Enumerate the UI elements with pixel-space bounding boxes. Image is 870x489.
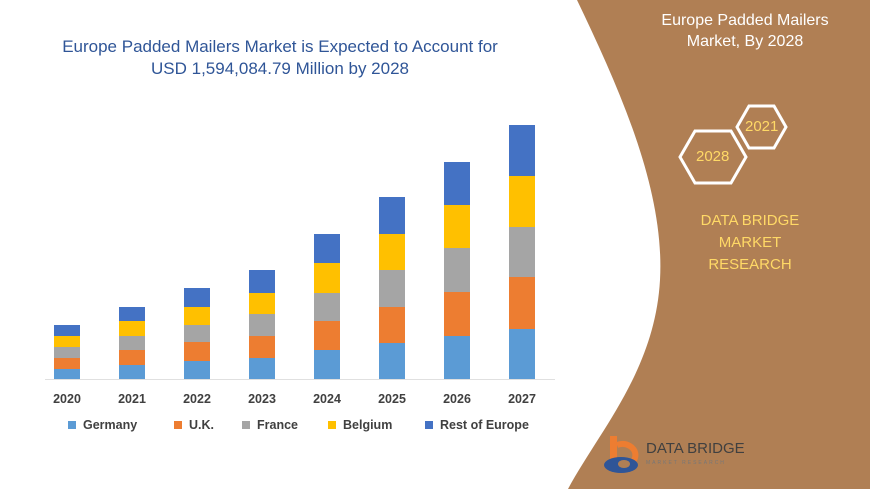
legend-label: Rest of Europe (440, 418, 529, 432)
legend-swatch (242, 421, 250, 429)
bar-segment-2020-germany (54, 369, 80, 379)
brand-line-2: RESEARCH (708, 256, 792, 273)
bar-segment-2021-belgium (119, 321, 145, 336)
bar-segment-2021-germany (119, 365, 145, 379)
x-tick-label: 2022 (183, 392, 211, 406)
bar-segment-2021-france (119, 336, 145, 350)
bar-segment-2027-france (509, 227, 535, 277)
bar-segment-2020-france (54, 347, 80, 358)
legend-swatch (174, 421, 182, 429)
bar-segment-2024-germany (314, 350, 340, 379)
bar-segment-2020-belgium (54, 336, 80, 347)
bar-segment-2023-belgium (249, 293, 275, 314)
side-title-line-2: Market, By 2028 (686, 33, 804, 50)
x-tick-label: 2025 (378, 392, 406, 406)
x-tick-label: 2021 (118, 392, 146, 406)
x-tick-label: 2027 (508, 392, 536, 406)
brand-line-1: DATA BRIDGE MARKET (700, 212, 800, 251)
bar-segment-2023-germany (249, 358, 275, 379)
x-tick-label: 2026 (443, 392, 471, 406)
legend-item: Germany (68, 418, 137, 432)
chart-headline: Europe Padded Mailers Market is Expected… (40, 36, 520, 80)
bar-segment-2024-rest-of-europe (314, 234, 340, 263)
bar-segment-2026-france (444, 248, 470, 292)
logo-subtext: MARKET RESEARCH (646, 460, 726, 466)
bar-segment-2022-u-k- (184, 342, 210, 361)
legend-swatch (425, 421, 433, 429)
hex-2021-outline (735, 104, 788, 150)
legend-label: Belgium (343, 418, 393, 432)
legend-item: Rest of Europe (425, 418, 529, 432)
side-panel-title: Europe Padded Mailers Market, By 2028 (640, 10, 850, 52)
bar-segment-2027-u-k- (509, 277, 535, 329)
x-tick-label: 2020 (53, 392, 81, 406)
headline-line-1: Europe Padded Mailers Market is Expected… (62, 37, 498, 56)
legend-item: U.K. (174, 418, 214, 432)
bar-segment-2022-rest-of-europe (184, 288, 210, 307)
legend-item: Belgium (328, 418, 392, 432)
hex-label-2028: 2028 (696, 148, 730, 165)
bar-segment-2025-rest-of-europe (379, 197, 405, 234)
bar-segment-2026-u-k- (444, 292, 470, 336)
bar-segment-2027-germany (509, 329, 535, 379)
bar-segment-2025-belgium (379, 234, 405, 270)
legend-swatch (328, 421, 336, 429)
bar-segment-2024-u-k- (314, 321, 340, 350)
bar-segment-2025-u-k- (379, 307, 405, 343)
bar-segment-2021-u-k- (119, 350, 145, 365)
bar-segment-2023-france (249, 314, 275, 336)
legend-label: Germany (83, 418, 138, 432)
side-panel-shape (568, 0, 870, 489)
hex-label-2021: 2021 (745, 118, 779, 135)
legend-label: France (257, 418, 298, 432)
bar-segment-2024-france (314, 293, 340, 321)
bar-segment-2026-germany (444, 336, 470, 379)
x-tick-label: 2023 (248, 392, 276, 406)
bar-segment-2027-belgium (509, 176, 535, 227)
brand-name: DATA BRIDGE MARKET RESEARCH (670, 210, 830, 276)
bar-segment-2022-france (184, 325, 210, 342)
legend-swatch (68, 421, 76, 429)
bar-segment-2021-rest-of-europe (119, 307, 145, 321)
data-bridge-logo-icon (604, 436, 639, 473)
bar-segment-2020-u-k- (54, 358, 80, 369)
bar-segment-2023-rest-of-europe (249, 270, 275, 293)
legend-item: France (242, 418, 298, 432)
side-title-line-1: Europe Padded Mailers (661, 12, 829, 29)
logo-text: DATA BRIDGE (646, 440, 745, 457)
bar-segment-2026-rest-of-europe (444, 162, 470, 205)
bar-segment-2024-belgium (314, 263, 340, 293)
bar-segment-2025-france (379, 270, 405, 307)
headline-line-2: USD 1,594,084.79 Million by 2028 (151, 59, 409, 78)
bar-segment-2025-germany (379, 343, 405, 379)
bar-segment-2027-rest-of-europe (509, 125, 535, 176)
legend-label: U.K. (189, 418, 214, 432)
x-tick-label: 2024 (313, 392, 341, 406)
bar-segment-2026-belgium (444, 205, 470, 248)
bar-segment-2022-belgium (184, 307, 210, 325)
bar-segment-2020-rest-of-europe (54, 325, 80, 336)
bar-segment-2023-u-k- (249, 336, 275, 358)
bar-segment-2022-germany (184, 361, 210, 379)
hex-2028-outline (678, 129, 748, 185)
